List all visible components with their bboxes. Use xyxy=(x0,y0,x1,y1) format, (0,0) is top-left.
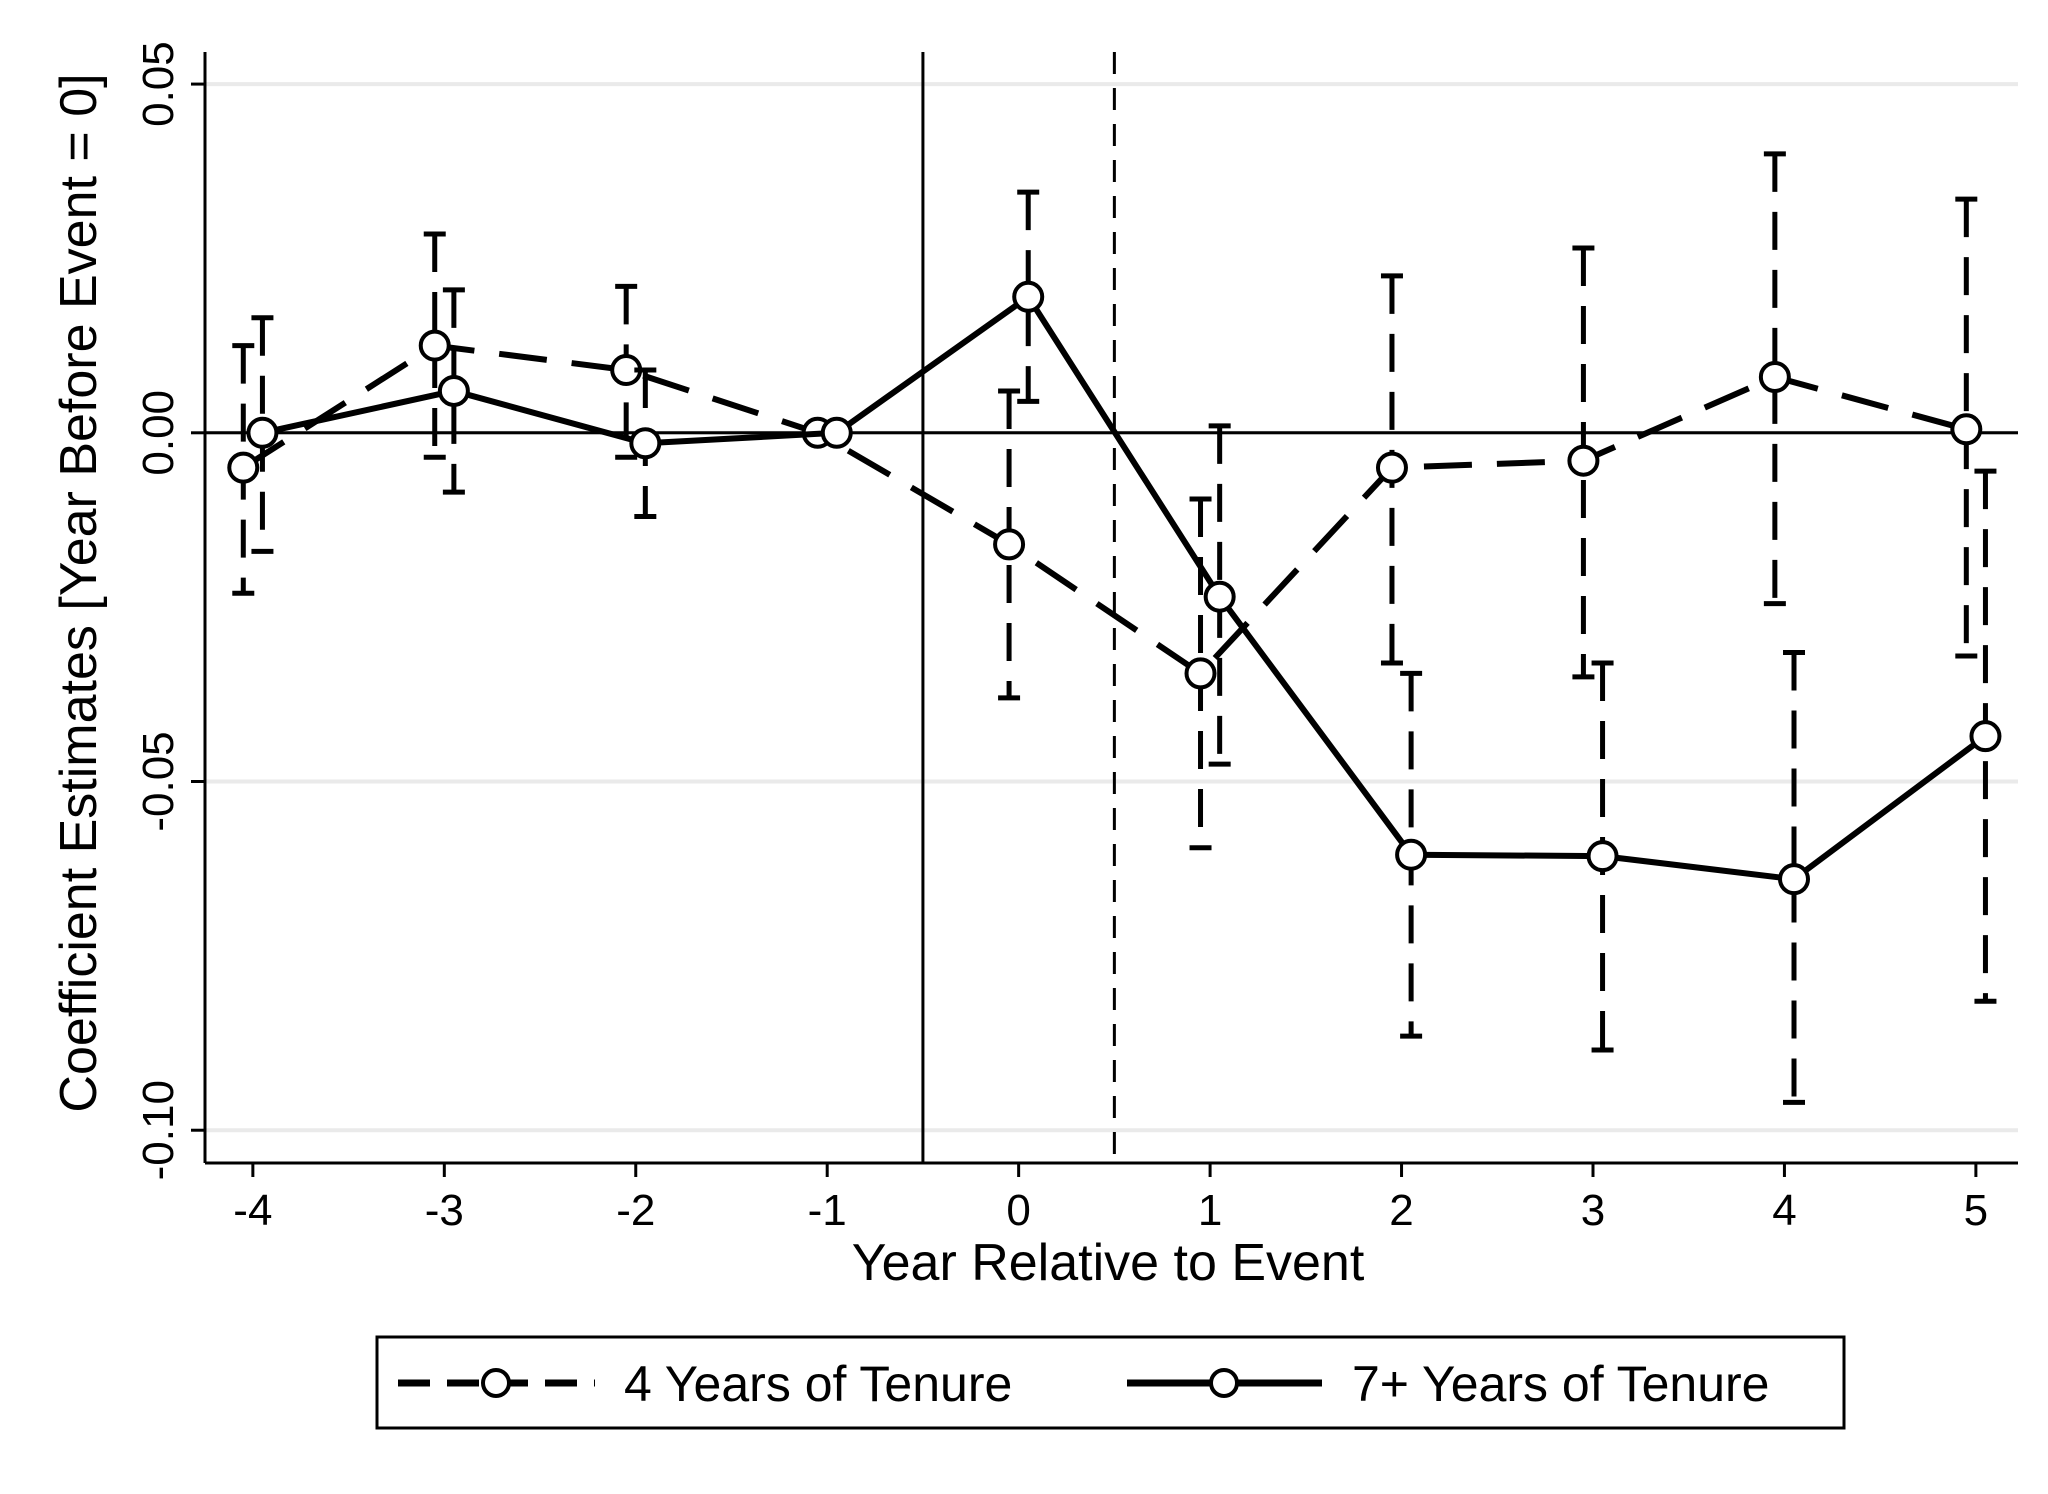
data-point xyxy=(1567,444,1600,477)
data-point xyxy=(993,528,1026,561)
x-tick-label: 4 xyxy=(1772,1186,1796,1235)
axes xyxy=(191,52,2018,1177)
series-layer xyxy=(227,151,2002,1105)
x-tick-label: 2 xyxy=(1389,1186,1413,1235)
legend-label-7-years: 7+ Years of Tenure xyxy=(1352,1356,1769,1412)
data-point xyxy=(1950,413,1983,446)
x-axis-title: Year Relative to Event xyxy=(852,1234,1365,1292)
legend-label-4-years: 4 Years of Tenure xyxy=(624,1356,1012,1412)
tick-labels: 0.05 0.00 -0.05 -0.10 -4 -3 -2 -1 0 1 2 3 4 5 xyxy=(134,41,1988,1235)
legend-entry-4-years: 4 Years of Tenure xyxy=(398,1356,1012,1412)
data-point xyxy=(227,451,260,484)
data-point xyxy=(437,374,470,407)
data-point xyxy=(1375,451,1408,484)
x-tick-label: -3 xyxy=(425,1186,464,1235)
data-point xyxy=(1586,840,1619,873)
x-tick-label: -4 xyxy=(233,1186,272,1235)
series-7-plus-years-tenure xyxy=(246,189,2002,1105)
legend-marker-circle xyxy=(481,1368,511,1398)
data-point xyxy=(1012,280,1045,313)
series-line xyxy=(241,342,1968,677)
y-tick-label: -0.05 xyxy=(134,731,183,831)
x-tick-label: -2 xyxy=(616,1186,655,1235)
y-axis-title: Coefficient Estimates [Year Before Event… xyxy=(50,73,108,1112)
data-point xyxy=(1395,838,1428,871)
x-tick-label: -1 xyxy=(808,1186,847,1235)
legend-marker-circle xyxy=(1209,1368,1239,1398)
data-point xyxy=(629,427,662,460)
y-tick-label: 0.00 xyxy=(134,390,183,476)
x-tick-label: 5 xyxy=(1964,1186,1988,1235)
y-tick-label: -0.10 xyxy=(134,1080,183,1180)
data-point xyxy=(1203,580,1236,613)
series-4-years-tenure xyxy=(227,151,1983,851)
legend-box xyxy=(375,1335,1846,1430)
data-point xyxy=(1969,720,2002,753)
data-point xyxy=(246,416,279,449)
data-point xyxy=(1184,657,1217,690)
x-tick-label: 3 xyxy=(1581,1186,1605,1235)
x-tick-label: 0 xyxy=(1006,1186,1030,1235)
legend-entry-7-years: 7+ Years of Tenure xyxy=(1127,1356,1769,1412)
x-tick-label: 1 xyxy=(1198,1186,1222,1235)
series-line xyxy=(261,293,1988,883)
data-point xyxy=(820,416,853,449)
data-point xyxy=(1778,863,1811,896)
legend: 4 Years of Tenure 7+ Years of Tenure xyxy=(375,1335,1846,1430)
data-point xyxy=(418,329,451,362)
y-tick-label: 0.05 xyxy=(134,41,183,127)
data-point xyxy=(1758,361,1791,394)
